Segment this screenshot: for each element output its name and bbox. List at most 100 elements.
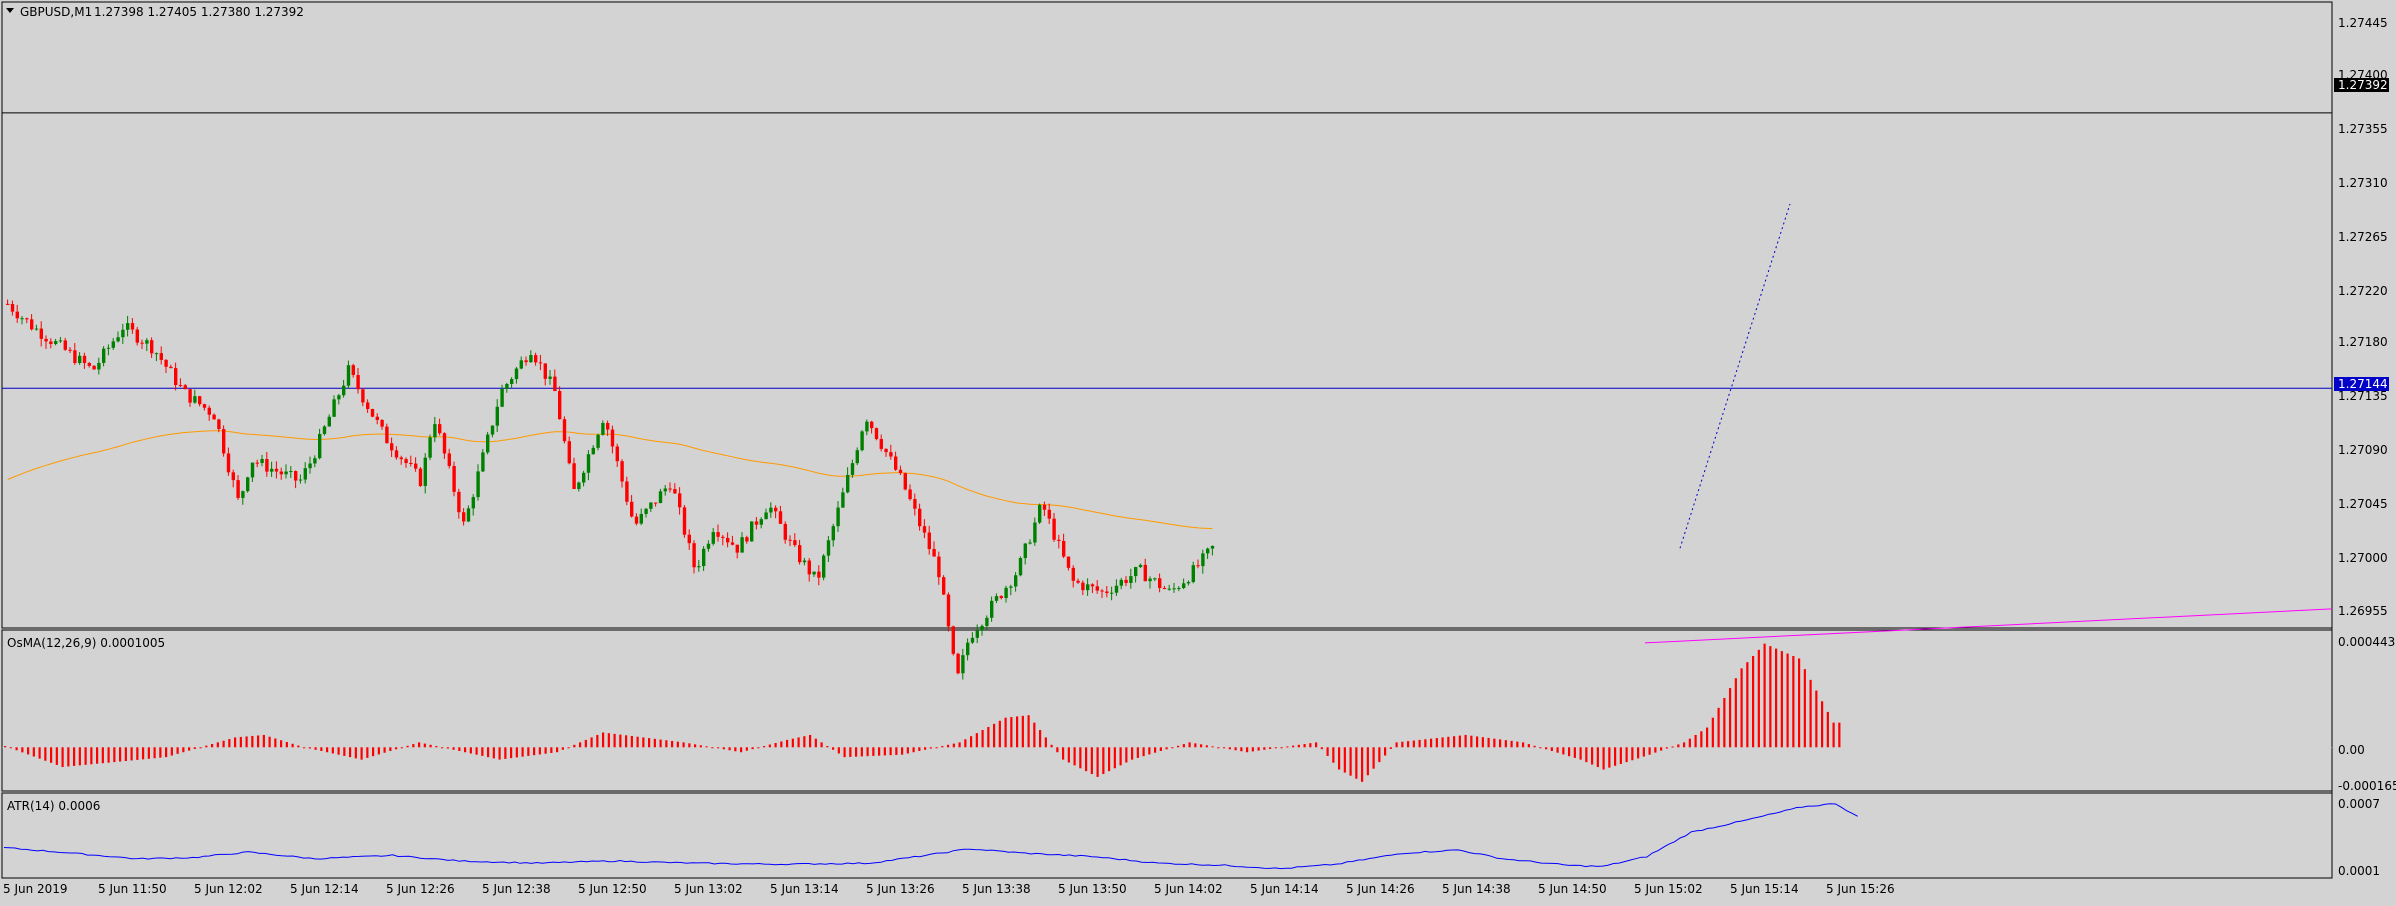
- osma-bar: [1240, 747, 1243, 752]
- candle-body: [663, 488, 667, 492]
- candle-body: [414, 463, 418, 469]
- osma-bar: [1366, 747, 1369, 776]
- osma-bar: [1499, 739, 1502, 748]
- candle-body: [1086, 584, 1090, 591]
- candle-body: [970, 637, 975, 643]
- osma-bar: [757, 747, 760, 749]
- candle-body: [754, 521, 759, 525]
- osma-bar: [1257, 747, 1260, 751]
- osma-bar: [262, 734, 265, 748]
- candle-body: [946, 594, 951, 627]
- osma-bar: [878, 747, 881, 756]
- candle-body: [164, 359, 168, 367]
- osma-bar: [504, 747, 507, 759]
- dropdown-triangle-icon[interactable]: [6, 8, 14, 13]
- osma-bar: [107, 747, 110, 763]
- osma-bar: [734, 747, 737, 752]
- osma-bar: [303, 747, 306, 749]
- candle-body: [279, 471, 283, 475]
- osma-bar: [205, 745, 208, 748]
- osma-bar: [1292, 745, 1295, 748]
- osma-bar: [147, 747, 150, 759]
- candle-body: [850, 463, 855, 475]
- osma-bar: [1619, 747, 1622, 764]
- osma-bar: [527, 747, 530, 756]
- osma-bar: [1585, 747, 1588, 763]
- osma-bar: [1470, 735, 1473, 748]
- osma-bar: [941, 746, 944, 748]
- trendline: [1644, 608, 2333, 644]
- candle-body: [250, 462, 255, 478]
- osma-bar: [193, 747, 196, 749]
- candle-body: [159, 353, 163, 360]
- osma-bar: [412, 744, 415, 748]
- osma-bar: [1763, 643, 1766, 748]
- candle-body: [1201, 553, 1205, 567]
- osma-bar: [1579, 747, 1582, 760]
- osma-bar: [1493, 738, 1496, 748]
- osma-bar: [607, 733, 610, 748]
- candle-body: [1042, 504, 1047, 510]
- osma-bars-layer: [2, 643, 2332, 782]
- candle-body: [572, 463, 576, 489]
- candle-body: [514, 368, 519, 380]
- osma-bar: [1361, 747, 1364, 782]
- osma-bar: [1476, 736, 1479, 748]
- atr-tick-label: 0.0007: [2338, 797, 2380, 811]
- osma-bar: [15, 747, 18, 751]
- candle-body: [673, 489, 677, 494]
- atr-tick-label: 0.0001: [2338, 864, 2380, 878]
- osma-bar: [188, 747, 191, 751]
- price-tick-label: 1.27135: [2338, 389, 2388, 403]
- candle-body: [510, 379, 514, 385]
- osma-bar: [199, 747, 202, 749]
- osma-bar: [32, 747, 35, 757]
- candle-body: [476, 471, 480, 498]
- candle-body: [231, 472, 235, 481]
- osma-bar: [1734, 678, 1737, 748]
- osma-bar: [1826, 711, 1829, 748]
- candle-body: [78, 355, 82, 364]
- candle-body: [1110, 592, 1114, 594]
- osma-bar: [820, 742, 823, 748]
- osma-bar: [268, 736, 271, 748]
- candle-body: [150, 340, 154, 354]
- osma-bar: [234, 737, 237, 748]
- osma-bar: [429, 744, 432, 748]
- candle-body: [716, 532, 720, 537]
- osma-bar: [1050, 744, 1053, 748]
- candle-body: [682, 507, 687, 535]
- time-tick-label: 5 Jun 13:02: [674, 882, 743, 896]
- candle-body: [207, 407, 211, 415]
- osma-bar: [4, 746, 7, 748]
- candle-body: [39, 328, 43, 339]
- candle-body: [990, 600, 994, 618]
- candle-body: [706, 543, 711, 549]
- candle-body: [361, 389, 365, 403]
- osma-bar: [314, 747, 317, 750]
- candle-body: [226, 453, 231, 473]
- osma-bar: [935, 747, 938, 749]
- candle-body: [639, 513, 643, 524]
- osma-bar: [55, 747, 58, 765]
- osma-bar: [998, 720, 1001, 748]
- candle-body: [1172, 588, 1176, 590]
- candles-layer: [6, 299, 1215, 680]
- moving-average-layer: [7, 203, 2333, 644]
- osma-bar: [1752, 656, 1755, 748]
- time-axis-labels: 5 Jun 2019 5 Jun 11:50 5 Jun 12:02 5 Jun…: [3, 882, 1895, 896]
- time-tick-label: 5 Jun 14:50: [1538, 882, 1607, 896]
- osma-bar: [1016, 716, 1019, 748]
- osma-bar: [1568, 747, 1571, 757]
- price-tick-label: 1.26955: [2338, 604, 2388, 618]
- osma-bar: [510, 747, 513, 759]
- candle-body: [366, 402, 370, 409]
- candle-body: [212, 414, 216, 420]
- osma-bar: [688, 743, 691, 748]
- osma-bar: [1096, 747, 1099, 777]
- candle-body: [265, 459, 269, 472]
- osma-bar: [1729, 688, 1732, 748]
- osma-bar: [1159, 747, 1162, 751]
- time-tick-label: 5 Jun 14:26: [1346, 882, 1415, 896]
